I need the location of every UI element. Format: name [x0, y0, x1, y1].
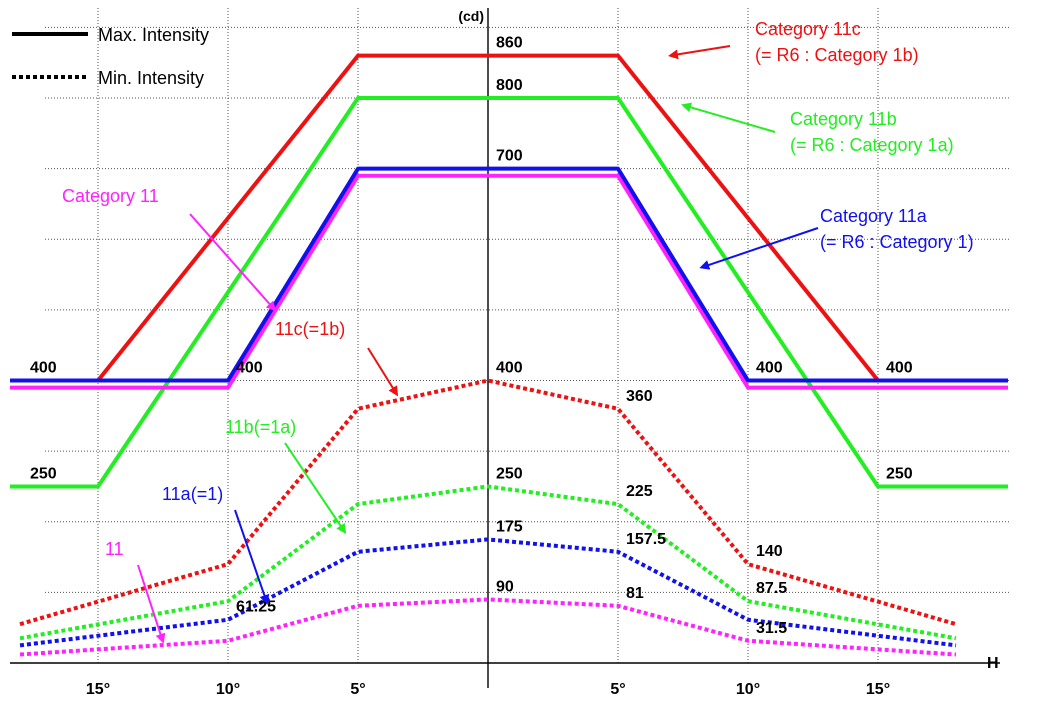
annotation-arrow-7 — [137, 564, 166, 644]
annotation-label-6: 11a(=1) — [162, 484, 223, 504]
grid — [45, 8, 1010, 663]
annotation-label-5: 11b(=1a) — [225, 417, 296, 437]
x-tick-label-4: 10° — [736, 681, 760, 698]
series — [10, 53, 1008, 657]
value-label-12: 225 — [626, 483, 653, 500]
annotation-label-1: Category 11b — [790, 109, 897, 129]
annotation-arrow-2 — [699, 227, 819, 270]
value-label-10: 360 — [626, 388, 653, 405]
annotation-sublabel-0: (= R6 : Category 1b) — [755, 45, 919, 65]
value-label-11: 250 — [496, 465, 523, 482]
annotation-label-0: Category 11c — [755, 19, 861, 39]
x-axis-label: H — [987, 655, 999, 672]
annotation-label-3: Category 11 — [62, 186, 159, 206]
value-label-17: 81 — [626, 585, 644, 602]
annotations: Category 11c (= R6 : Category 1b) Category… — [62, 19, 974, 644]
value-label-4: 400 — [236, 360, 263, 377]
x-tick-label-5: 15° — [866, 681, 890, 698]
series-max-3 — [10, 166, 1008, 383]
annotation-arrow-4 — [367, 347, 399, 397]
legend-max-label: Max. Intensity — [98, 25, 209, 45]
axes: (cd) H — [10, 8, 1000, 688]
value-label-7: 250 — [30, 465, 57, 482]
value-label-8: 250 — [886, 465, 913, 482]
x-tick-labels: 15° 10° 5° 5° 10° 15° — [86, 681, 890, 698]
value-label-9: 400 — [496, 360, 523, 377]
value-label-20: 31.5 — [756, 620, 787, 637]
series-min-7 — [19, 597, 957, 657]
annotation-label-4: 11c(=1b) — [275, 319, 345, 339]
value-label-1: 800 — [496, 77, 523, 94]
x-tick-label-0: 15° — [86, 681, 110, 698]
value-label-16: 90 — [496, 578, 514, 595]
annotation-arrow-6 — [234, 509, 270, 605]
value-label-0: 860 — [496, 35, 523, 52]
series-max-2 — [10, 173, 1008, 390]
annotation-label-7: 11 — [105, 539, 124, 559]
x-tick-label-3: 5° — [610, 681, 625, 698]
series-min-5 — [19, 484, 957, 641]
value-label-3: 400 — [30, 360, 57, 377]
legend-min-label: Min. Intensity — [98, 68, 204, 88]
series-max-1 — [10, 96, 1008, 489]
annotation-arrow-0 — [668, 45, 731, 60]
value-label-18: 87.5 — [756, 580, 787, 597]
annotation-arrow-5 — [284, 442, 347, 535]
annotation-sublabel-2: (= R6 : Category 1) — [820, 232, 974, 252]
value-labels: 860 800 700 400 400 400 400 250 250 400 360 250 225 1… — [30, 35, 913, 637]
value-label-5: 400 — [756, 360, 783, 377]
annotation-arrow-1 — [681, 102, 776, 133]
series-min-6 — [19, 537, 957, 648]
value-label-2: 700 — [496, 148, 523, 165]
value-label-14: 157.5 — [626, 531, 666, 548]
annotation-sublabel-1: (= R6 : Category 1a) — [790, 135, 954, 155]
value-label-15: 140 — [756, 543, 783, 560]
value-label-19: 61.25 — [236, 599, 276, 616]
annotation-arrow-3 — [189, 213, 277, 312]
value-label-13: 175 — [496, 518, 523, 535]
annotation-label-2: Category 11a — [820, 206, 928, 226]
legend: Max. Intensity Min. Intensity — [12, 25, 209, 88]
value-label-6: 400 — [886, 360, 913, 377]
y-unit-label: (cd) — [458, 8, 484, 24]
x-tick-label-1: 10° — [216, 681, 240, 698]
x-tick-label-2: 5° — [350, 681, 365, 698]
